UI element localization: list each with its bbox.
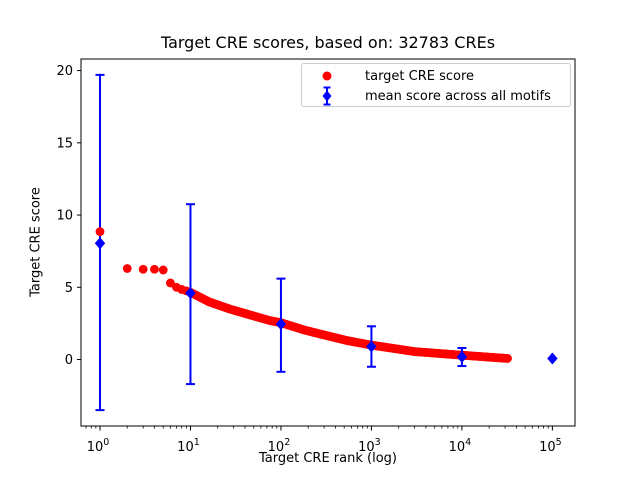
legend-label: mean score across all motifs (365, 88, 551, 104)
chart-title: Target CRE scores, based on: 32783 CREs (160, 33, 496, 52)
svg-text:5: 5 (65, 281, 73, 296)
blue-diamond-errorbar-marker-icon (302, 86, 352, 106)
red-circle-marker-icon (302, 66, 352, 86)
legend-entry-mean: mean score across all motifs (302, 86, 570, 106)
x-axis-label: Target CRE rank (log) (259, 451, 397, 466)
legend-entry-target: target CRE score (302, 66, 570, 86)
y-axis-label: Target CRE score (28, 187, 44, 297)
legend-label: target CRE score (365, 68, 475, 84)
svg-text:10: 10 (56, 209, 73, 224)
svg-text:0: 0 (65, 353, 73, 368)
legend: target CRE score mean score across all m… (301, 63, 571, 107)
svg-text:20: 20 (56, 64, 73, 79)
svg-text:15: 15 (56, 136, 73, 151)
